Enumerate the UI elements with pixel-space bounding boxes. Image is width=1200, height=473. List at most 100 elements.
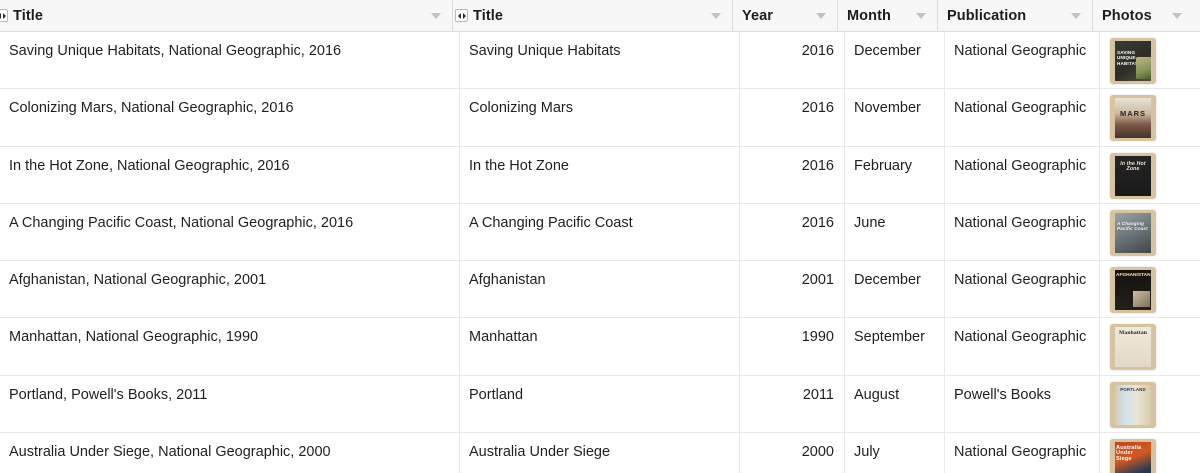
column-header-title[interactable]: Title <box>453 0 733 32</box>
cell-month[interactable]: July <box>845 433 945 473</box>
cell-year[interactable]: 2000 <box>740 433 845 473</box>
cell-photos[interactable]: PORTLAND <box>1100 376 1200 432</box>
chevron-down-icon[interactable] <box>711 10 722 21</box>
column-header-month[interactable]: Month <box>838 0 938 32</box>
cell-month[interactable]: December <box>845 261 945 318</box>
book-cover-image: SAVING UNIQUE HABITATS <box>1115 41 1151 81</box>
column-header-title-full[interactable]: Title <box>0 0 453 32</box>
cell-month[interactable]: February <box>845 146 945 203</box>
cell-year[interactable]: 2016 <box>740 32 845 89</box>
table-row[interactable]: Manhattan, National Geographic, 1990 Man… <box>0 318 1200 376</box>
cell-month[interactable]: September <box>845 318 945 375</box>
table-row[interactable]: Australia Under Siege, National Geograph… <box>0 433 1200 473</box>
column-header-photos[interactable]: Photos <box>1093 0 1193 32</box>
book-cover-image: PORTLAND <box>1115 384 1151 425</box>
cell-publication[interactable]: Powell's Books <box>945 375 1100 433</box>
cover-title-text: MARS <box>1119 109 1147 117</box>
chevron-down-icon[interactable] <box>431 10 442 21</box>
photo-thumbnail[interactable]: Manhattan <box>1110 324 1156 371</box>
photo-thumbnail[interactable]: AFGHANISTAN <box>1110 267 1156 314</box>
cover-title-text: In the Hot Zone <box>1120 160 1146 172</box>
cell-year[interactable]: 2011 <box>740 375 845 433</box>
column-header-publication[interactable]: Publication <box>938 0 1093 32</box>
table-body: Saving Unique Habitats, National Geograp… <box>0 32 1200 473</box>
column-header-year[interactable]: Year <box>733 0 838 32</box>
column-header-label: Publication <box>947 7 1027 24</box>
cell-photos[interactable]: AFGHANISTAN <box>1100 261 1200 317</box>
cell-title[interactable]: Saving Unique Habitats <box>460 32 740 89</box>
photo-thumbnail[interactable]: PORTLAND <box>1110 381 1156 428</box>
cover-title-text: SAVING UNIQUE HABITATS <box>1117 50 1141 66</box>
cell-publication[interactable]: National Geographic <box>945 203 1100 261</box>
cell-publication[interactable]: National Geographic <box>945 433 1100 473</box>
book-cover-image: AFGHANISTAN <box>1115 270 1151 311</box>
table-row[interactable]: In the Hot Zone, National Geographic, 20… <box>0 146 1200 204</box>
cell-photos[interactable]: In the Hot Zone <box>1100 147 1200 203</box>
column-header-label: Title <box>473 7 504 24</box>
cell-title-full[interactable]: In the Hot Zone, National Geographic, 20… <box>0 146 460 203</box>
column-header-label: Photos <box>1102 7 1152 24</box>
cell-month[interactable]: June <box>845 203 945 261</box>
column-header-label: Title <box>13 7 44 24</box>
chevron-down-icon[interactable] <box>916 10 927 21</box>
cell-title-full[interactable]: Portland, Powell's Books, 2011 <box>0 375 460 433</box>
cell-title[interactable]: Manhattan <box>460 318 740 375</box>
cell-title-full[interactable]: Afghanistan, National Geographic, 2001 <box>0 261 460 318</box>
book-cover-image: In the Hot Zone <box>1115 155 1151 196</box>
cover-title-text: Australia Under Siege <box>1116 445 1142 462</box>
column-resize-grip-icon[interactable] <box>455 9 468 22</box>
cover-title-text: AFGHANISTAN <box>1116 273 1151 279</box>
cell-photos[interactable]: A Changing Pacific Coast <box>1100 204 1200 260</box>
table-row[interactable]: Colonizing Mars, National Geographic, 20… <box>0 89 1200 147</box>
cell-photos[interactable]: MARS <box>1100 89 1200 145</box>
chevron-down-icon[interactable] <box>816 10 827 21</box>
cell-month[interactable]: November <box>845 89 945 146</box>
table-row[interactable]: Portland, Powell's Books, 2011 Portland … <box>0 375 1200 434</box>
cell-title-full[interactable]: A Changing Pacific Coast, National Geogr… <box>0 203 460 261</box>
column-header-label: Month <box>847 7 891 24</box>
cell-photos[interactable]: Australia Under Siege <box>1100 433 1200 473</box>
photo-thumbnail[interactable]: SAVING UNIQUE HABITATS <box>1110 38 1156 84</box>
cell-title[interactable]: A Changing Pacific Coast <box>460 203 740 261</box>
cell-month[interactable]: August <box>845 375 945 433</box>
cell-year[interactable]: 2016 <box>740 89 845 146</box>
cell-month[interactable]: December <box>845 32 945 89</box>
table-header-row: Title Title Year Month Publication Photo… <box>0 0 1200 32</box>
table-row[interactable]: Afghanistan, National Geographic, 2001 A… <box>0 261 1200 319</box>
book-cover-image: A Changing Pacific Coast <box>1115 212 1151 253</box>
photo-thumbnail[interactable]: Australia Under Siege <box>1110 439 1156 473</box>
cell-photos[interactable]: Manhattan <box>1100 318 1200 374</box>
cell-publication[interactable]: National Geographic <box>945 89 1100 146</box>
cell-title[interactable]: In the Hot Zone <box>460 146 740 203</box>
cell-publication[interactable]: National Geographic <box>945 146 1100 203</box>
cell-title[interactable]: Colonizing Mars <box>460 89 740 146</box>
column-header-label: Year <box>742 7 774 24</box>
chevron-down-icon[interactable] <box>1071 10 1082 21</box>
cell-publication[interactable]: National Geographic <box>945 32 1100 89</box>
cover-title-text: PORTLAND <box>1120 386 1146 392</box>
cell-photos[interactable]: SAVING UNIQUE HABITATS <box>1100 32 1200 88</box>
cell-year[interactable]: 2016 <box>740 146 845 203</box>
cover-title-text: Manhattan <box>1118 330 1148 337</box>
table-row[interactable]: A Changing Pacific Coast, National Geogr… <box>0 203 1200 262</box>
cell-title-full[interactable]: Saving Unique Habitats, National Geograp… <box>0 32 460 89</box>
table-row[interactable]: Saving Unique Habitats, National Geograp… <box>0 32 1200 90</box>
cell-year[interactable]: 1990 <box>740 318 845 375</box>
chevron-down-icon[interactable] <box>1172 10 1183 21</box>
cell-title[interactable]: Afghanistan <box>460 261 740 318</box>
photo-thumbnail[interactable]: In the Hot Zone <box>1110 152 1156 199</box>
cell-year[interactable]: 2001 <box>740 261 845 318</box>
photo-thumbnail[interactable]: MARS <box>1110 95 1156 142</box>
cell-title[interactable]: Australia Under Siege <box>460 433 740 473</box>
cell-title[interactable]: Portland <box>460 375 740 433</box>
column-resize-grip-icon[interactable] <box>0 9 8 22</box>
cell-publication[interactable]: National Geographic <box>945 318 1100 375</box>
cell-publication[interactable]: National Geographic <box>945 261 1100 318</box>
cell-year[interactable]: 2016 <box>740 203 845 261</box>
photo-thumbnail[interactable]: A Changing Pacific Coast <box>1110 209 1156 256</box>
cell-title-full[interactable]: Colonizing Mars, National Geographic, 20… <box>0 89 460 146</box>
cell-title-full[interactable]: Manhattan, National Geographic, 1990 <box>0 318 460 375</box>
cell-title-full[interactable]: Australia Under Siege, National Geograph… <box>0 433 460 473</box>
book-cover-image: MARS <box>1115 98 1151 139</box>
cover-title-text: A Changing Pacific Coast <box>1117 220 1148 232</box>
